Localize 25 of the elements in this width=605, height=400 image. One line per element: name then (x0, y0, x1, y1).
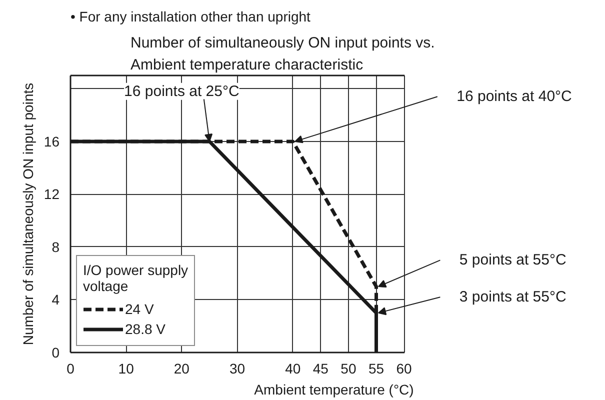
text: • For any installation other than upright (70, 8, 311, 24)
x-tick-label: 30 (229, 360, 246, 376)
x-tick-label: 40 (285, 360, 301, 376)
x-axis-title: Ambient temperature (°C) (254, 382, 414, 398)
x-tick-label: 50 (340, 360, 356, 376)
y-tick-label: 12 (44, 186, 60, 202)
x-tick-label: 20 (174, 360, 190, 376)
annotation: 5 points at 55°C (459, 252, 566, 269)
x-tick-label: 60 (396, 360, 412, 376)
annotation: 3 points at 55°C (459, 288, 566, 306)
x-tick-label: 55 (368, 360, 384, 376)
annotation: 16 points at 25°C (124, 82, 240, 100)
y-tick-label: 16 (44, 133, 60, 150)
legend-title: I/O power supply voltage (83, 262, 188, 294)
y-tick-label: 8 (52, 238, 60, 255)
annotation: 16 points at 40°C (456, 88, 572, 106)
y-tick-label: 0 (52, 344, 60, 360)
x-tick-label: 0 (66, 360, 75, 376)
x-tick-label: 45 (312, 360, 329, 376)
legend-label: 24 V (125, 301, 154, 317)
legend-label: 28.8 V (125, 321, 166, 337)
y-axis-title: Number of simultaneously ON input points (20, 82, 36, 346)
x-tick-label: 10 (118, 360, 134, 376)
y-tick-label: 4 (52, 292, 60, 308)
chart-title: Number of simultaneously ON input points vs. Ambient temperature characteristic (130, 34, 435, 74)
